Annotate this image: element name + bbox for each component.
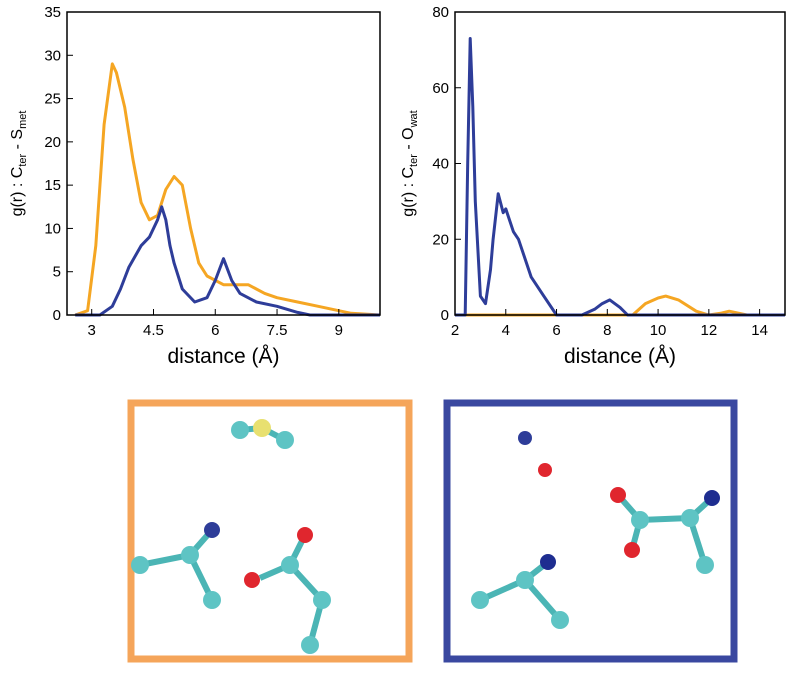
plot-frame xyxy=(454,11,786,316)
x-tick-label: 10 xyxy=(650,322,667,339)
data-line xyxy=(74,62,381,317)
x-tick-label: 4.5 xyxy=(143,322,164,339)
y-tick-label: 35 xyxy=(44,4,61,21)
y-tick-label: 20 xyxy=(44,134,61,151)
y-axis-subscript: ter xyxy=(408,154,420,167)
data-line xyxy=(455,294,785,317)
y-tick-label: 0 xyxy=(53,307,61,324)
x-axis-title: distance (Å) xyxy=(564,345,676,368)
y-tick-label: 25 xyxy=(44,91,61,108)
x-tick-label: 6 xyxy=(552,322,560,339)
y-axis-subscript: wat xyxy=(408,110,420,128)
x-tick-label: 8 xyxy=(603,322,611,339)
y-axis-title: g(r) : Cter - Smet xyxy=(9,111,29,217)
y-tick-label: 5 xyxy=(53,264,61,281)
y-tick-label: 10 xyxy=(44,220,61,237)
y-axis-text: - O xyxy=(400,127,417,154)
plot-frame xyxy=(66,11,381,316)
y-tick-label: 30 xyxy=(44,47,61,64)
y-axis-subscript: met xyxy=(17,111,29,129)
x-tick-label: 3 xyxy=(88,322,96,339)
x-tick-label: 4 xyxy=(502,322,510,339)
data-line xyxy=(455,37,785,317)
x-tick-label: 9 xyxy=(335,322,343,339)
chart: 2 4 6 8 10 12 14 0 20 40 60 80 distance (Å) g(r) : Ct… xyxy=(400,4,786,368)
x-tick-label: 14 xyxy=(751,322,768,339)
y-axis-subscript: ter xyxy=(17,153,29,166)
x-tick-label: 7.5 xyxy=(267,322,288,339)
y-tick-label: 0 xyxy=(441,307,449,324)
chart: 3 4.5 6 7.5 9 0 5 10 15 20 25 30 35 distance (Å) g(r) … xyxy=(9,4,381,368)
y-tick-label: 20 xyxy=(432,231,449,248)
y-axis-text: - S xyxy=(9,129,26,154)
x-tick-label: 6 xyxy=(211,322,219,339)
y-tick-label: 80 xyxy=(432,4,449,21)
y-tick-label: 40 xyxy=(432,156,449,173)
x-axis-title: distance (Å) xyxy=(167,345,279,368)
snapshot-orange xyxy=(127,399,413,663)
x-tick-label: 2 xyxy=(451,322,459,339)
y-axis-title: g(r) : Cter - Owat xyxy=(400,110,420,216)
x-tick-label: 12 xyxy=(701,322,718,339)
y-axis-text: g(r) : C xyxy=(400,167,417,217)
y-axis-text: g(r) : C xyxy=(9,167,26,217)
snapshot-blue xyxy=(443,399,738,663)
y-tick-label: 15 xyxy=(44,177,61,194)
y-tick-label: 60 xyxy=(432,80,449,97)
data-line xyxy=(75,205,380,317)
